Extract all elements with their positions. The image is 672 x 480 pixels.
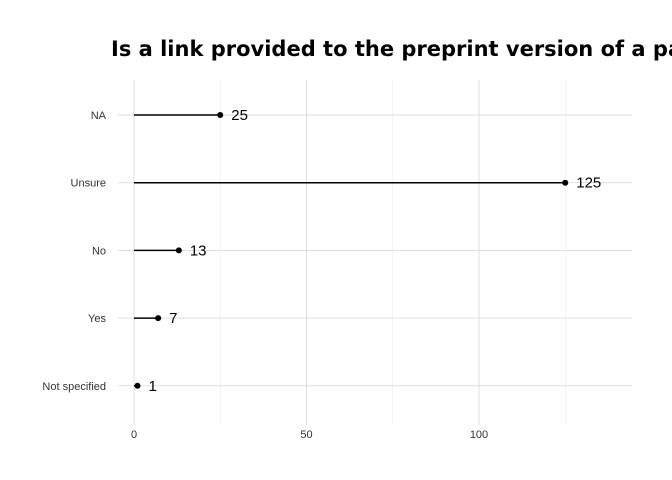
y-tick-label: No bbox=[92, 245, 106, 257]
lollipop-point bbox=[134, 382, 141, 389]
y-tick-label: NA bbox=[91, 110, 107, 122]
chart-title: Is a link provided to the preprint versi… bbox=[111, 37, 672, 61]
lollipop-point bbox=[217, 112, 224, 118]
lollipop-point bbox=[155, 315, 162, 322]
x-axis-labels: 0 50 100 bbox=[131, 429, 488, 441]
x-tick-label: 100 bbox=[470, 429, 488, 441]
data-label: 25 bbox=[231, 107, 248, 124]
lollipop-point bbox=[175, 247, 182, 254]
y-tick-label: Unsure bbox=[71, 178, 106, 190]
data-label: 125 bbox=[576, 175, 601, 192]
data-label: 1 bbox=[148, 378, 156, 395]
data-label: 7 bbox=[169, 310, 177, 327]
chart-marks: 25 125 13 7 1 bbox=[134, 107, 601, 395]
y-tick-label: Yes bbox=[88, 313, 106, 325]
y-tick-label: Not specified bbox=[42, 381, 106, 393]
y-axis-labels: NA Unsure No Yes Not specified bbox=[42, 110, 106, 393]
x-tick-label: 0 bbox=[131, 429, 137, 441]
x-tick-label: 50 bbox=[300, 429, 312, 441]
lollipop-point bbox=[562, 179, 569, 186]
data-label: 13 bbox=[190, 242, 207, 259]
